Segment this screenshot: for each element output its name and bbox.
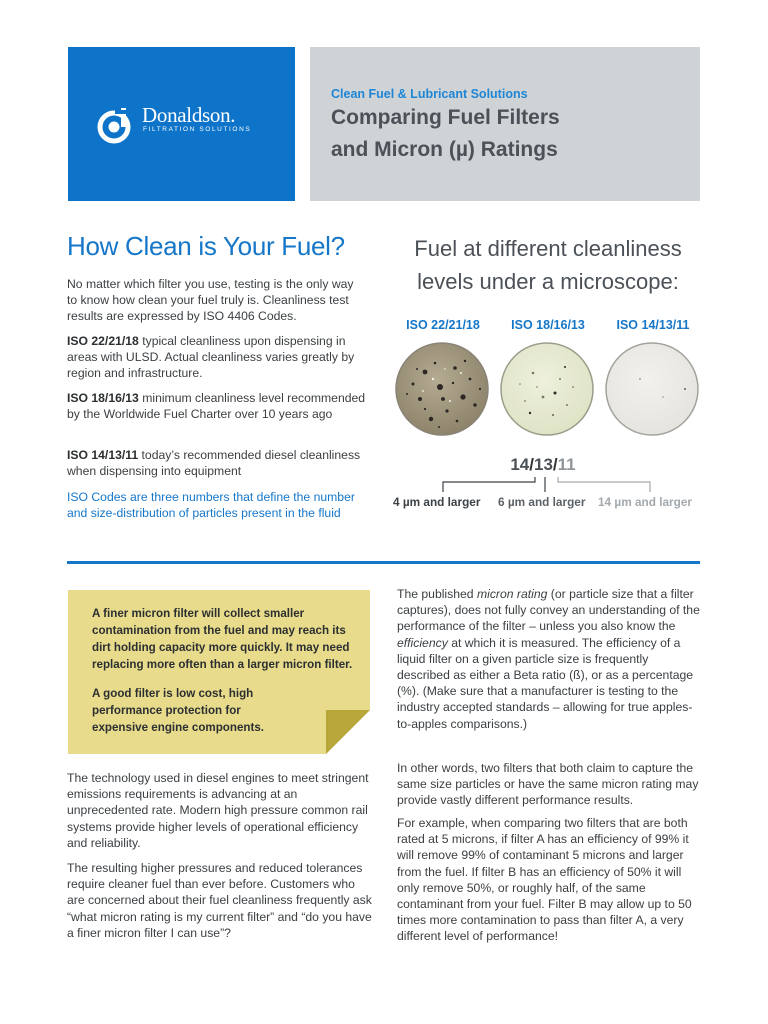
iso-code: ISO 22/21/18 [67,334,139,348]
iso-item: ISO 18/16/13 minimum cleanliness level r… [67,390,367,422]
micron-rating-paragraph: The published micron rating (or particle… [397,586,702,732]
iso-codes-note: ISO Codes are three numbers that define … [67,490,355,521]
sample-label-2: ISO 18/16/13 [511,318,585,332]
microscope-heading: Fuel at different cleanliness levels und… [414,236,682,294]
header-kicker: Clean Fuel & Lubricant Solutions [331,87,528,101]
sample-18-16-13 [500,342,594,436]
iso-code: ISO 18/16/13 [67,391,139,405]
note-paragraph-1: A finer micron filter will collect small… [92,607,353,671]
sample-22-21-18 [395,342,489,436]
iso-description: minimum cleanliness level recommended by… [67,391,366,422]
brand-tagline: FILTRATION SOLUTIONS [143,126,252,133]
text-run: (or particle size that a filter captures… [397,587,700,634]
size-label-4um: 4 µm and larger [393,495,481,509]
sample-label-3: ISO 14/13/11 [616,318,690,332]
logo-panel [68,47,295,201]
sample-14-13-11 [605,342,699,436]
intro-paragraph: No matter which filter you use, testing … [67,277,354,324]
iso-code-breakdown: 14/13/11 [493,455,593,475]
iso-code: ISO 14/13/11 [67,448,139,462]
iso-item: ISO 14/13/11 today’s recommended diesel … [67,447,367,479]
iso-item: ISO 22/21/18 typical cleanliness upon di… [67,333,367,382]
body-paragraph: For example, when comparing two filters … [397,816,692,944]
section-divider [67,561,700,564]
body-paragraph: In other words, two filters that both cl… [397,761,699,808]
code-brackets [442,477,651,492]
text-run: The published [397,587,477,601]
section-heading: How Clean is Your Fuel? [67,231,345,261]
donaldson-logo-icon [97,108,131,144]
code-part-4um: 14 [510,455,530,474]
size-label-6um: 6 µm and larger [498,495,586,509]
code-part-14um: 11 [557,455,576,474]
iso-description: typical cleanliness upon dispensing in a… [67,334,355,381]
emphasis-efficiency: efficiency [397,635,448,650]
sticky-note-card [68,590,370,754]
size-label-14um: 14 µm and larger [598,495,693,509]
microscope-samples [395,342,699,436]
text-run: at which it is measured. The efficiency … [397,635,694,731]
iso-description: today’s recommended diesel cleanliness w… [67,448,361,479]
code-separator: / [552,455,558,474]
sample-label-1: ISO 22/21/18 [406,318,480,332]
emphasis-micron-rating: micron rating [476,587,548,601]
page-title-line-2: and Micron (µ) Ratings [331,138,558,161]
code-part-6um: 13 [534,455,553,474]
brand-name: Donaldson. [142,103,236,127]
note-paragraph-2: A good filter is low cost, high performa… [92,687,265,734]
code-separator: / [529,455,534,474]
page-title-line-1: Comparing Fuel Filters [331,106,560,129]
body-paragraph: The resulting higher pressures and reduc… [67,861,372,940]
body-paragraph: The technology used in diesel engines to… [67,771,369,850]
title-panel [310,47,700,201]
